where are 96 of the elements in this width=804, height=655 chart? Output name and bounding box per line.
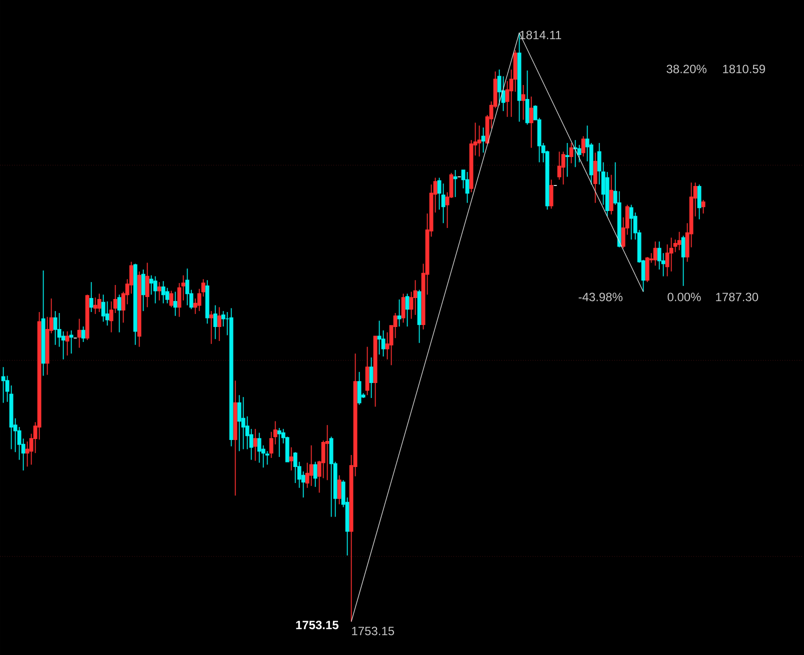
candlestick [153, 276, 158, 304]
candlestick [305, 462, 310, 488]
candlestick [237, 394, 242, 452]
text: 1810.59 [723, 64, 765, 74]
candlestick [501, 76, 506, 112]
candlestick [665, 244, 670, 277]
candlestick [381, 330, 386, 357]
candlestick [289, 446, 294, 471]
candlestick [497, 69, 502, 106]
candlestick [205, 280, 210, 324]
candlestick [81, 326, 86, 342]
candlestick [89, 282, 94, 312]
candlestick [265, 450, 270, 466]
candlestick [173, 291, 178, 316]
candlestick [405, 293, 410, 327]
annotation: 0.00% [668, 292, 701, 302]
annotation: -43.98% [578, 292, 622, 302]
candlestick [401, 293, 406, 324]
candlestick [549, 179, 554, 210]
candlestick [37, 312, 42, 440]
candlestick [141, 269, 146, 312]
candlestick [117, 294, 122, 333]
candlestick [505, 80, 510, 118]
candlestick [17, 426, 22, 460]
candlestick [481, 127, 486, 154]
candlestick [565, 142, 570, 178]
candlestick [465, 172, 470, 204]
candlestick [105, 300, 110, 326]
candlestick [269, 431, 274, 458]
candlestick [177, 282, 182, 318]
candlestick [245, 416, 250, 450]
candlestick [241, 396, 246, 450]
candlestick [53, 310, 58, 346]
candlestick [185, 268, 190, 306]
candlestick [673, 239, 678, 253]
annotation: 1753.15 [296, 620, 338, 630]
candlestick [569, 142, 574, 164]
candlestick [337, 474, 342, 505]
candlestick [61, 330, 66, 360]
candlestick [557, 151, 562, 180]
candlestick [325, 424, 330, 481]
candlestick [653, 241, 658, 266]
candlestick [529, 96, 534, 148]
candlestick [561, 151, 566, 185]
candlestick [581, 136, 586, 157]
candlestick [377, 320, 382, 355]
candlestick [137, 271, 142, 348]
annotation: 1753.15 [352, 626, 394, 636]
candlestick [521, 84, 526, 120]
candlestick [217, 306, 222, 342]
candlestick [93, 297, 98, 314]
candlestick [65, 330, 70, 356]
candlestick [57, 312, 62, 348]
candlestick [41, 270, 46, 376]
annotation: 38.20% [666, 64, 706, 74]
candlestick [145, 262, 150, 308]
candlestick [165, 287, 170, 304]
candlestick [109, 300, 114, 333]
candlestick [253, 428, 258, 462]
candlestick [605, 172, 610, 217]
candlestick [437, 177, 442, 210]
candlestick [157, 282, 162, 301]
candlestick [161, 280, 166, 304]
text: 1787.30 [716, 292, 758, 302]
candlestick [677, 231, 682, 251]
candlestick [309, 444, 314, 486]
candlestick [45, 316, 50, 376]
candlestick [669, 237, 674, 272]
candlestick [413, 280, 418, 316]
candlestick [657, 241, 662, 270]
candlestick [513, 50, 518, 92]
candlestick [517, 32, 522, 122]
candlestick [609, 174, 614, 215]
candlestick [213, 304, 218, 340]
candlestick [257, 432, 262, 464]
candlestick [453, 170, 458, 198]
annotation: 1814.11 [520, 30, 562, 40]
candlestick [369, 356, 374, 398]
candlestick [69, 330, 74, 354]
candlestick [593, 152, 598, 204]
candlestick [97, 293, 102, 312]
candlestick [77, 318, 82, 348]
candlestick [477, 125, 482, 157]
candlestick [233, 380, 238, 496]
candlestick [365, 346, 370, 396]
candlestick [25, 441, 30, 468]
candlestick [397, 299, 402, 327]
candlestick [229, 308, 234, 447]
candlestick [409, 291, 414, 320]
candlestick [249, 428, 254, 460]
candlestick [209, 310, 214, 344]
candlestick [221, 310, 226, 327]
candlestick [441, 183, 446, 224]
candlestick [101, 294, 106, 322]
candlestick [1, 366, 6, 404]
candlestick [277, 428, 282, 458]
